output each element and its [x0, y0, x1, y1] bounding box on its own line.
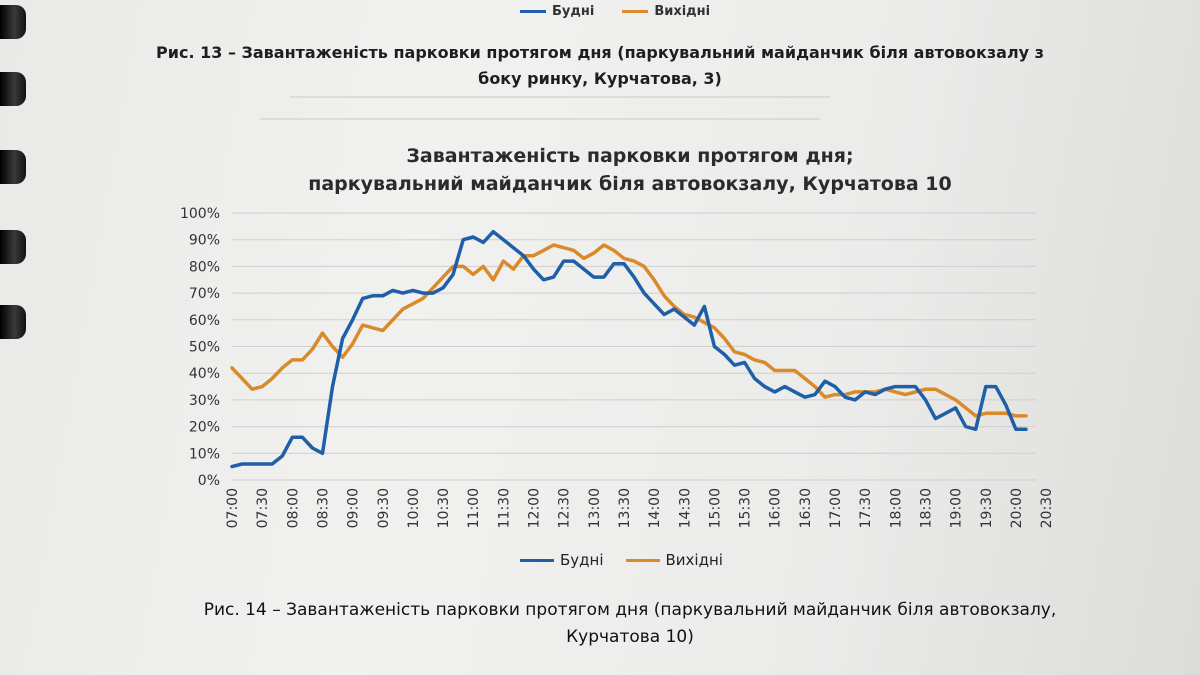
legend-weekend: Вихідні: [625, 551, 723, 569]
chart-title: Завантаженість парковки протягом дня; па…: [200, 142, 1060, 198]
x-tick-label: 20:30: [1039, 488, 1055, 528]
x-tick-label: 18:00: [888, 488, 904, 528]
legend-weekend-label: Вихідні: [665, 551, 723, 569]
x-tick-label: 14:30: [677, 488, 693, 528]
x-axis-ticks: 07:00 07:30 08:00 08:30 09:00 09:30 10:00 10:30…: [225, 488, 1055, 528]
x-tick-label: 16:00: [768, 488, 784, 528]
x-tick-label: 20:00: [1009, 488, 1025, 528]
x-tick-label: 11:00: [466, 488, 482, 528]
y-tick-label: 10%: [189, 446, 220, 462]
top-legend-weekend: Вихідні: [622, 4, 710, 19]
x-tick-label: 08:00: [285, 488, 301, 528]
x-tick-label: 17:30: [858, 488, 874, 528]
x-tick-label: 07:30: [255, 488, 271, 528]
binder-ring: [0, 150, 26, 184]
binder-ring: [0, 230, 26, 264]
binder-ring: [0, 5, 26, 39]
x-tick-label: 12:30: [557, 488, 573, 528]
x-tick-label: 10:30: [436, 488, 452, 528]
x-tick-label: 09:00: [346, 488, 362, 528]
x-tick-label: 07:00: [225, 488, 241, 528]
y-tick-label: 20%: [189, 420, 220, 436]
chart-title-line1: Завантаженість парковки протягом дня;: [406, 145, 854, 167]
y-tick-label: 90%: [189, 233, 220, 249]
weekday-swatch: [520, 10, 546, 13]
x-tick-label: 11:30: [496, 488, 512, 528]
y-tick-label: 60%: [189, 313, 220, 329]
chart-subtitle: паркувальний майданчик біля автовокзалу,…: [308, 173, 952, 195]
x-tick-label: 15:30: [738, 488, 754, 528]
weekend-swatch: [622, 10, 649, 13]
x-tick-label: 19:30: [979, 488, 995, 528]
y-tick-label: 30%: [189, 393, 220, 409]
x-tick-label: 19:00: [949, 488, 965, 528]
chart-grid: [232, 212, 1036, 481]
y-axis-ticks: 0% 10% 20% 30% 40% 50% 60% 70% 80% 90% 100%: [180, 206, 220, 489]
figure-13-caption: Рис. 13 – Завантаженість парковки протяг…: [150, 40, 1050, 92]
binder-ring: [0, 72, 26, 106]
top-legend-weekday-label: Будні: [552, 4, 595, 19]
series-line-weekend: [230, 243, 1028, 418]
x-tick-label: 13:00: [587, 488, 603, 528]
x-tick-label: 17:00: [828, 488, 844, 528]
y-tick-label: 100%: [180, 206, 220, 222]
y-tick-label: 50%: [189, 340, 220, 356]
x-tick-label: 09:30: [376, 488, 392, 528]
legend-weekend-swatch: [625, 558, 660, 562]
binder-ring: [0, 305, 26, 339]
top-legend-weekday: Будні: [520, 4, 594, 19]
legend-weekday-swatch: [520, 558, 554, 562]
legend-weekday: Будні: [520, 551, 604, 569]
figure-14-caption-line1: Рис. 14 – Завантаженість парковки протяг…: [203, 600, 1057, 620]
y-tick-label: 40%: [189, 366, 220, 382]
faded-text-line: [290, 96, 830, 98]
x-tick-label: 15:00: [707, 488, 723, 528]
x-tick-label: 16:30: [798, 488, 814, 528]
x-tick-label: 10:00: [406, 488, 422, 528]
x-tick-label: 08:30: [315, 488, 331, 528]
series-line-weekday: [230, 229, 1028, 469]
figure-14-caption: Рис. 14 – Завантаженість парковки протяг…: [130, 597, 1130, 651]
x-tick-label: 18:30: [918, 488, 934, 528]
figure-13-caption-line2: боку ринку, Курчатова, 3): [478, 69, 722, 88]
chart-legend: Будні Вихідні: [520, 551, 723, 569]
top-legend-weekend-label: Вихідні: [654, 4, 711, 19]
faded-text-line: [260, 118, 820, 120]
y-tick-label: 80%: [189, 259, 220, 275]
x-tick-label: 13:30: [617, 488, 633, 528]
binder-rings: [0, 0, 40, 675]
y-tick-label: 0%: [198, 473, 220, 489]
y-tick-label: 70%: [189, 286, 220, 302]
figure-14-caption-line2: Курчатова 10): [566, 627, 694, 647]
x-tick-label: 12:00: [527, 488, 543, 528]
top-legend: Будні Вихідні: [520, 4, 710, 19]
x-tick-label: 14:00: [647, 488, 663, 528]
figure-13-caption-line1: Рис. 13 – Завантаженість парковки протяг…: [156, 43, 1044, 62]
chart-series: [230, 229, 1028, 469]
legend-weekday-label: Будні: [560, 551, 604, 569]
